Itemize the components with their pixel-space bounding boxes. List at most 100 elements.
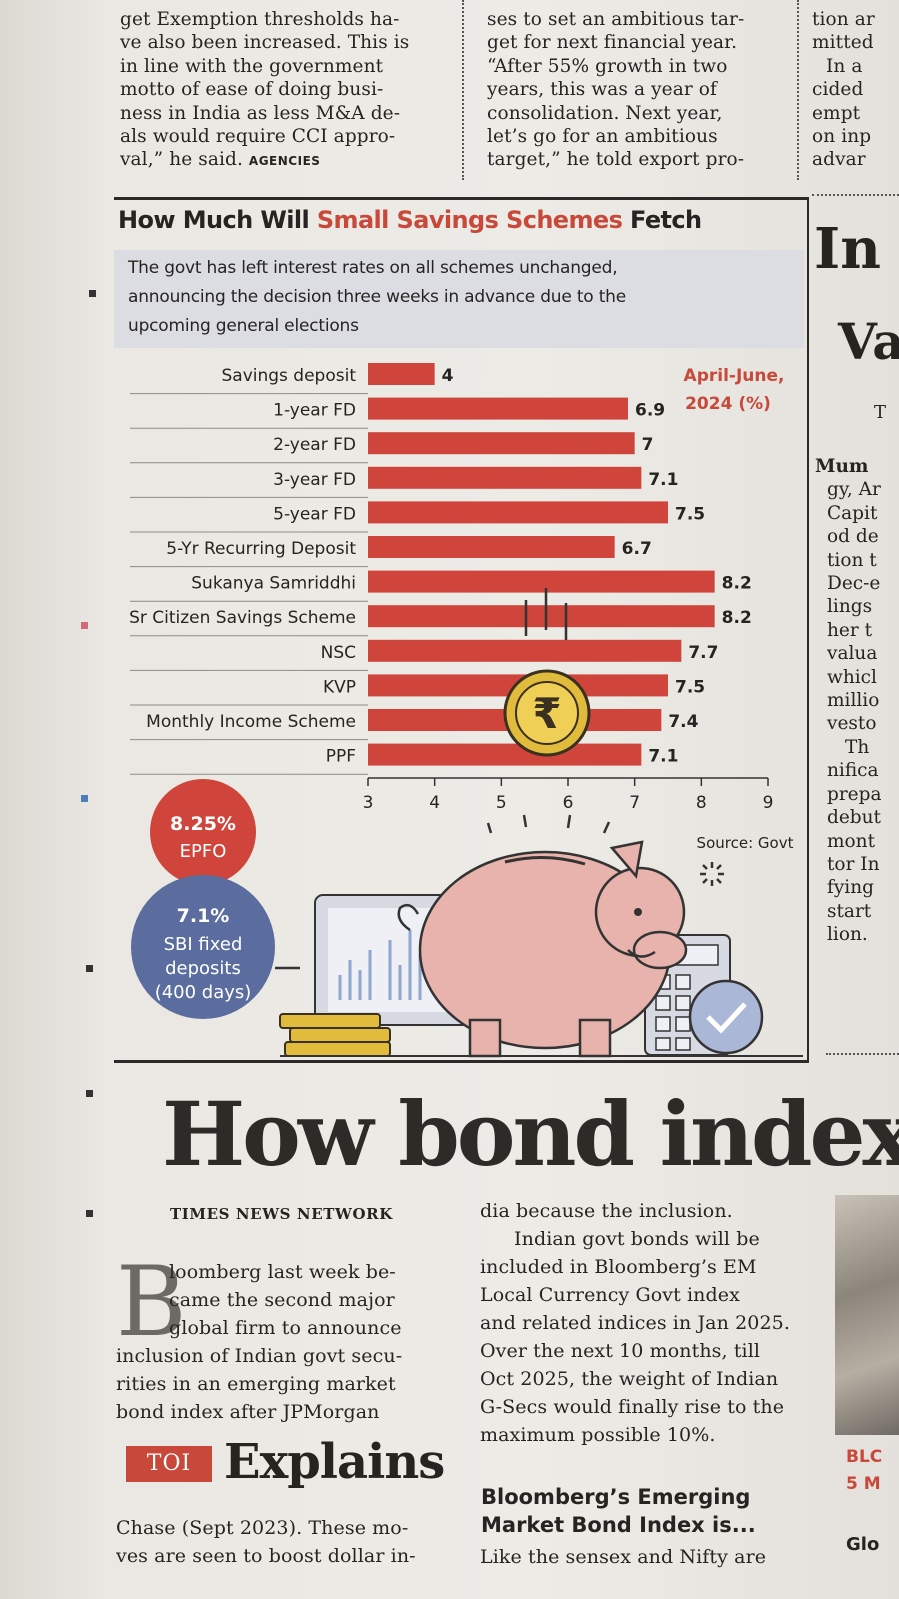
margin-mark <box>86 965 93 972</box>
text-line: G-Secs would finally rise to the <box>480 1396 785 1418</box>
right-big-word: In <box>814 216 881 282</box>
bar <box>368 501 668 524</box>
article-column-2-cont: Like the sensex and Nifty are <box>480 1543 815 1571</box>
category-label: 2-year FD <box>273 435 356 455</box>
subhead-line: Bloomberg’s Emerging <box>481 1485 751 1509</box>
dotted-rule <box>826 1053 899 1055</box>
text-line: whicl <box>827 666 877 688</box>
text-line: Oct 2025, the weight of Indian <box>480 1368 779 1390</box>
text-line: global firm to announce <box>169 1317 402 1339</box>
loading-spinner-icon <box>700 862 724 886</box>
infographic-bottom-rule <box>114 1060 807 1063</box>
bar <box>368 363 435 385</box>
infographic-subtitle: The govt has left interest rates on all … <box>114 250 804 348</box>
subtitle-line: The govt has left interest rates on all … <box>128 258 618 278</box>
category-label: 5-Yr Recurring Deposit <box>166 539 356 559</box>
text-line: tor In <box>827 853 880 875</box>
category-label: NSC <box>321 643 356 663</box>
margin-mark <box>81 622 88 629</box>
byline: TIMES NEWS NETWORK <box>170 1205 393 1223</box>
right-edge-text: 5 M <box>846 1474 881 1494</box>
right-edge-text: BLC <box>846 1447 883 1467</box>
text-line: came the second major <box>169 1289 395 1311</box>
bar <box>368 536 615 558</box>
article-headline: How bond index <box>162 1082 899 1186</box>
text-line: inclusion of Indian govt secu- <box>116 1345 403 1367</box>
article-column-1-cont: Chase (Sept 2023). These mo- ves are see… <box>116 1514 446 1570</box>
text-line: Over the next 10 months, till <box>480 1340 761 1362</box>
text-line: valua <box>827 643 878 665</box>
text-line: ses to set an ambitious tar- <box>487 9 745 30</box>
x-tick-label: 5 <box>496 793 507 813</box>
rupee-symbol: ₹ <box>532 689 561 738</box>
category-label: KVP <box>323 677 356 697</box>
text-line: Th <box>845 736 870 758</box>
right-big-word: Va <box>838 312 899 371</box>
category-label: Savings deposit <box>221 366 356 386</box>
x-tick-label: 9 <box>763 793 774 813</box>
text-line: tion ar <box>812 9 875 30</box>
text-line: ve also been increased. This is <box>120 32 410 54</box>
agency-credit: AGENCIES <box>248 154 321 169</box>
subhead-line: Market Bond Index is... <box>481 1513 756 1537</box>
text-line: ness in India as less M&A de- <box>120 102 401 124</box>
text-line: vesto <box>827 713 877 735</box>
bar <box>368 605 715 628</box>
value-label: 7.1 <box>648 747 678 767</box>
bar <box>368 743 642 766</box>
text-line: “After 55% growth in two <box>487 55 728 77</box>
text-line: dia because the inclusion. <box>480 1200 733 1222</box>
text-line: gy, Ar <box>827 479 881 501</box>
text-line: get Exemption thresholds ha- <box>120 9 400 30</box>
value-label: 6.9 <box>635 401 665 421</box>
text-line: bond index after JPMorgan <box>116 1401 380 1423</box>
text-line: and related indices in Jan 2025. <box>480 1312 790 1334</box>
source-note: Source: Govt <box>697 834 794 852</box>
sbi-label: (400 days) <box>155 982 252 1003</box>
sbi-callout: 7.1% SBI fixed deposits (400 days) <box>131 875 300 1019</box>
margin-mark <box>89 290 96 297</box>
text-line: Like the sensex and Nifty are <box>480 1546 767 1568</box>
margin-mark <box>86 1090 93 1097</box>
text-line: her t <box>827 619 873 641</box>
value-label: 7.5 <box>675 504 705 524</box>
text-line: Dec-e <box>827 573 881 595</box>
text-line: Indian govt bonds will be <box>514 1228 760 1250</box>
value-label: 7.4 <box>668 712 698 732</box>
checkmark-badge-icon <box>688 979 764 1055</box>
text-line: lion. <box>827 924 868 946</box>
value-label: 8.2 <box>722 574 752 594</box>
text-line: motto of ease of doing busi- <box>120 79 384 101</box>
text-line: Capit <box>827 502 878 524</box>
text-line: od de <box>827 526 879 548</box>
article-column-1: loomberg last week be- came the second m… <box>116 1258 446 1426</box>
text-line: Mum <box>815 456 869 477</box>
text-line: included in Bloomberg’s EM <box>480 1256 757 1278</box>
text-line: advar <box>812 149 866 171</box>
category-label: 3-year FD <box>273 470 356 490</box>
right-letter: T <box>874 402 887 423</box>
epfo-label: EPFO <box>180 841 227 862</box>
article-column-2: dia because the inclusion. Indian govt b… <box>480 1197 815 1449</box>
dotted-rule <box>812 194 899 196</box>
text-line: rities in an emerging market <box>116 1373 396 1395</box>
coin-stack-illustration <box>279 1013 391 1057</box>
value-label: 7.7 <box>688 643 718 663</box>
bar <box>368 570 715 593</box>
value-label: 7.5 <box>675 677 705 697</box>
text-line: ves are seen to boost dollar in- <box>116 1545 416 1567</box>
infographic-right-rule <box>807 197 809 1063</box>
text-line: prepa <box>827 783 882 805</box>
toi-badge: TOI <box>126 1446 212 1482</box>
value-label: 6.7 <box>622 539 652 559</box>
sbi-label: deposits <box>165 958 241 979</box>
text-line: mont <box>827 830 876 852</box>
text-line: In a <box>826 55 863 77</box>
piggy-bank-illustration <box>397 840 688 1058</box>
text-line: fying <box>827 877 874 899</box>
subtitle-line: upcoming general elections <box>128 316 359 336</box>
text-line: debut <box>827 807 881 829</box>
x-tick-label: 3 <box>363 793 374 813</box>
text-line: start <box>827 900 872 922</box>
